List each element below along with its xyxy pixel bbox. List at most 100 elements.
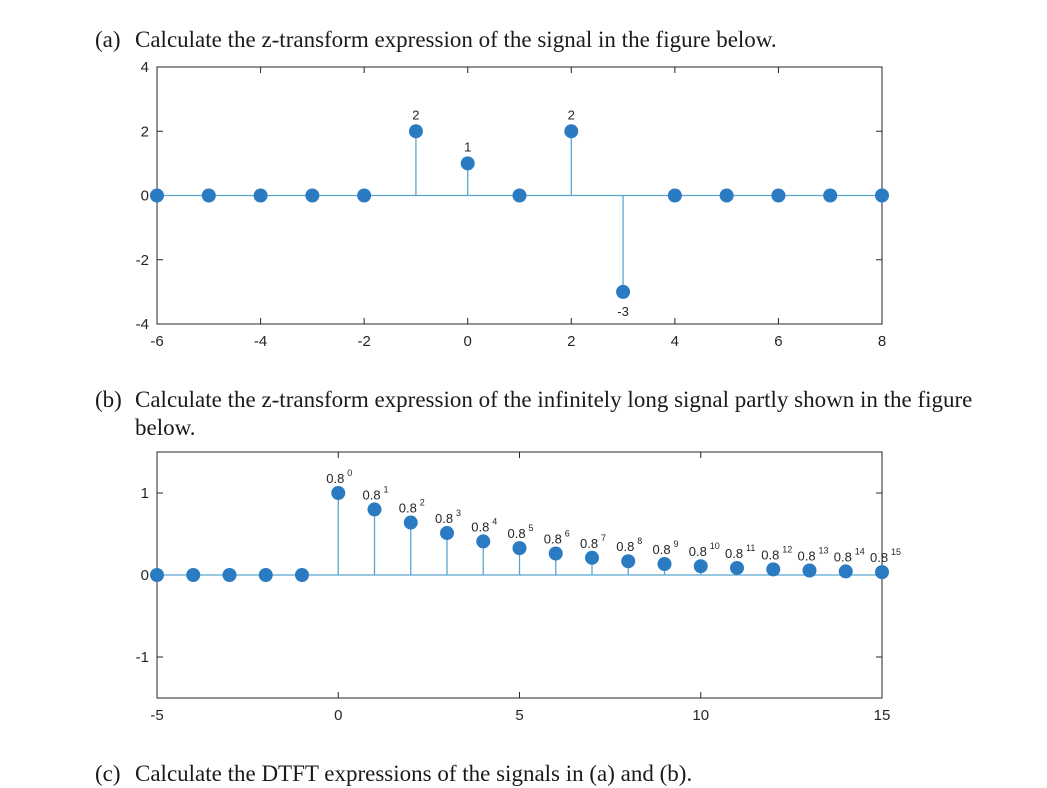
data-label: 0.8 bbox=[471, 519, 489, 534]
data-label: 0.8 bbox=[326, 471, 344, 486]
stem-marker bbox=[150, 568, 164, 582]
data-label-exponent: 3 bbox=[456, 508, 461, 518]
stem-marker bbox=[621, 554, 636, 569]
stem-marker bbox=[616, 284, 631, 299]
data-label: 0.8 bbox=[834, 549, 852, 564]
stem-marker bbox=[823, 188, 838, 203]
x-tick-label: 4 bbox=[671, 333, 679, 350]
question-a-label: (a) bbox=[95, 27, 121, 52]
y-tick-label: 2 bbox=[141, 123, 149, 140]
stem-marker bbox=[766, 562, 781, 577]
data-label: 2 bbox=[412, 107, 419, 122]
data-label-exponent: 9 bbox=[674, 539, 679, 549]
stem-marker bbox=[357, 188, 372, 203]
stem-marker bbox=[512, 541, 527, 556]
x-tick-label: -6 bbox=[150, 333, 163, 350]
stem-marker bbox=[440, 526, 454, 541]
data-label: -3 bbox=[617, 304, 629, 319]
question-a: (a) Calculate the z-transform expression … bbox=[95, 26, 777, 54]
data-label: 0.8 bbox=[725, 546, 743, 561]
question-a-text: Calculate the z-transform expression of … bbox=[135, 27, 777, 52]
x-tick-label: -2 bbox=[357, 333, 370, 350]
y-tick-label: -1 bbox=[136, 649, 149, 666]
data-label: 0.8 bbox=[689, 544, 707, 559]
stem-marker bbox=[253, 188, 268, 203]
stem-marker bbox=[719, 188, 734, 203]
data-label: 0.8 bbox=[580, 536, 598, 551]
data-label: 1 bbox=[464, 139, 471, 154]
stem-marker bbox=[693, 559, 708, 574]
question-b-label: (b) bbox=[95, 387, 122, 412]
stem-marker bbox=[258, 568, 273, 582]
stem-marker bbox=[771, 188, 786, 203]
stem-marker bbox=[548, 546, 563, 561]
data-label-exponent: 5 bbox=[529, 523, 534, 533]
data-label-exponent: 15 bbox=[891, 547, 901, 557]
data-label-exponent: 6 bbox=[565, 529, 570, 539]
x-tick-label: 6 bbox=[774, 333, 782, 350]
x-tick-label: 2 bbox=[567, 333, 575, 350]
y-tick-label: 4 bbox=[141, 59, 149, 76]
data-label-exponent: 10 bbox=[710, 541, 720, 551]
data-label-exponent: 13 bbox=[819, 545, 829, 555]
stem-marker bbox=[585, 550, 599, 565]
x-tick-label: 10 bbox=[692, 707, 709, 724]
y-tick-label: 0 bbox=[141, 188, 149, 205]
stem-marker bbox=[667, 188, 682, 203]
y-tick-label: -4 bbox=[136, 316, 149, 333]
question-c-text: Calculate the DTFT expressions of the si… bbox=[135, 761, 693, 786]
x-tick-label: 8 bbox=[878, 333, 886, 350]
data-label: 0.8 bbox=[761, 547, 779, 562]
stem-marker bbox=[875, 565, 889, 580]
data-label: 0.8 bbox=[870, 550, 888, 565]
x-tick-label: -4 bbox=[254, 333, 267, 350]
data-label: 0.8 bbox=[653, 542, 671, 557]
stem-marker bbox=[802, 563, 817, 578]
stem-marker bbox=[512, 188, 527, 203]
data-label: 0.8 bbox=[798, 548, 816, 563]
data-label-exponent: 8 bbox=[637, 536, 642, 546]
stem-marker bbox=[186, 568, 201, 582]
y-tick-label: 0 bbox=[141, 567, 149, 584]
question-c: (c) Calculate the DTFT expressions of the… bbox=[95, 760, 692, 788]
data-label: 0.8 bbox=[435, 511, 453, 526]
stem-marker bbox=[367, 502, 382, 517]
stem-marker bbox=[222, 568, 237, 582]
stem-marker bbox=[408, 124, 423, 139]
stem-marker bbox=[838, 564, 853, 579]
stem-marker bbox=[476, 534, 491, 549]
data-label-exponent: 11 bbox=[746, 543, 755, 553]
stem-marker bbox=[201, 188, 216, 203]
stem-marker bbox=[564, 124, 579, 139]
x-tick-label: 0 bbox=[464, 333, 472, 350]
y-tick-label: 1 bbox=[141, 485, 149, 502]
stem-marker bbox=[875, 188, 889, 203]
stem-marker bbox=[460, 156, 475, 171]
x-tick-label: 0 bbox=[334, 707, 342, 724]
stem-marker bbox=[403, 515, 418, 530]
stem-marker bbox=[305, 188, 320, 203]
x-tick-label: 15 bbox=[874, 707, 891, 724]
data-label: 0.8 bbox=[399, 501, 417, 516]
stem-marker bbox=[150, 188, 164, 203]
data-label: 0.8 bbox=[363, 487, 381, 502]
question-b-text: Calculate the z-transform expression of … bbox=[135, 387, 973, 440]
data-label-exponent: 4 bbox=[492, 516, 497, 526]
data-label-exponent: 7 bbox=[601, 533, 606, 543]
data-label: 0.8 bbox=[508, 526, 526, 541]
x-tick-label: 5 bbox=[515, 707, 523, 724]
data-label-exponent: 2 bbox=[420, 498, 425, 508]
x-tick-label: -5 bbox=[150, 707, 163, 724]
data-label-exponent: 12 bbox=[782, 544, 792, 554]
y-tick-label: -2 bbox=[136, 252, 149, 269]
stem-marker bbox=[331, 486, 346, 500]
data-label-exponent: 0 bbox=[347, 468, 352, 478]
question-b: (b) Calculate the z-transform expression … bbox=[95, 386, 1035, 442]
stem-marker bbox=[730, 560, 744, 575]
data-label: 2 bbox=[568, 107, 575, 122]
data-label-exponent: 1 bbox=[384, 484, 389, 494]
stem-marker bbox=[295, 568, 309, 582]
question-c-label: (c) bbox=[95, 761, 121, 786]
